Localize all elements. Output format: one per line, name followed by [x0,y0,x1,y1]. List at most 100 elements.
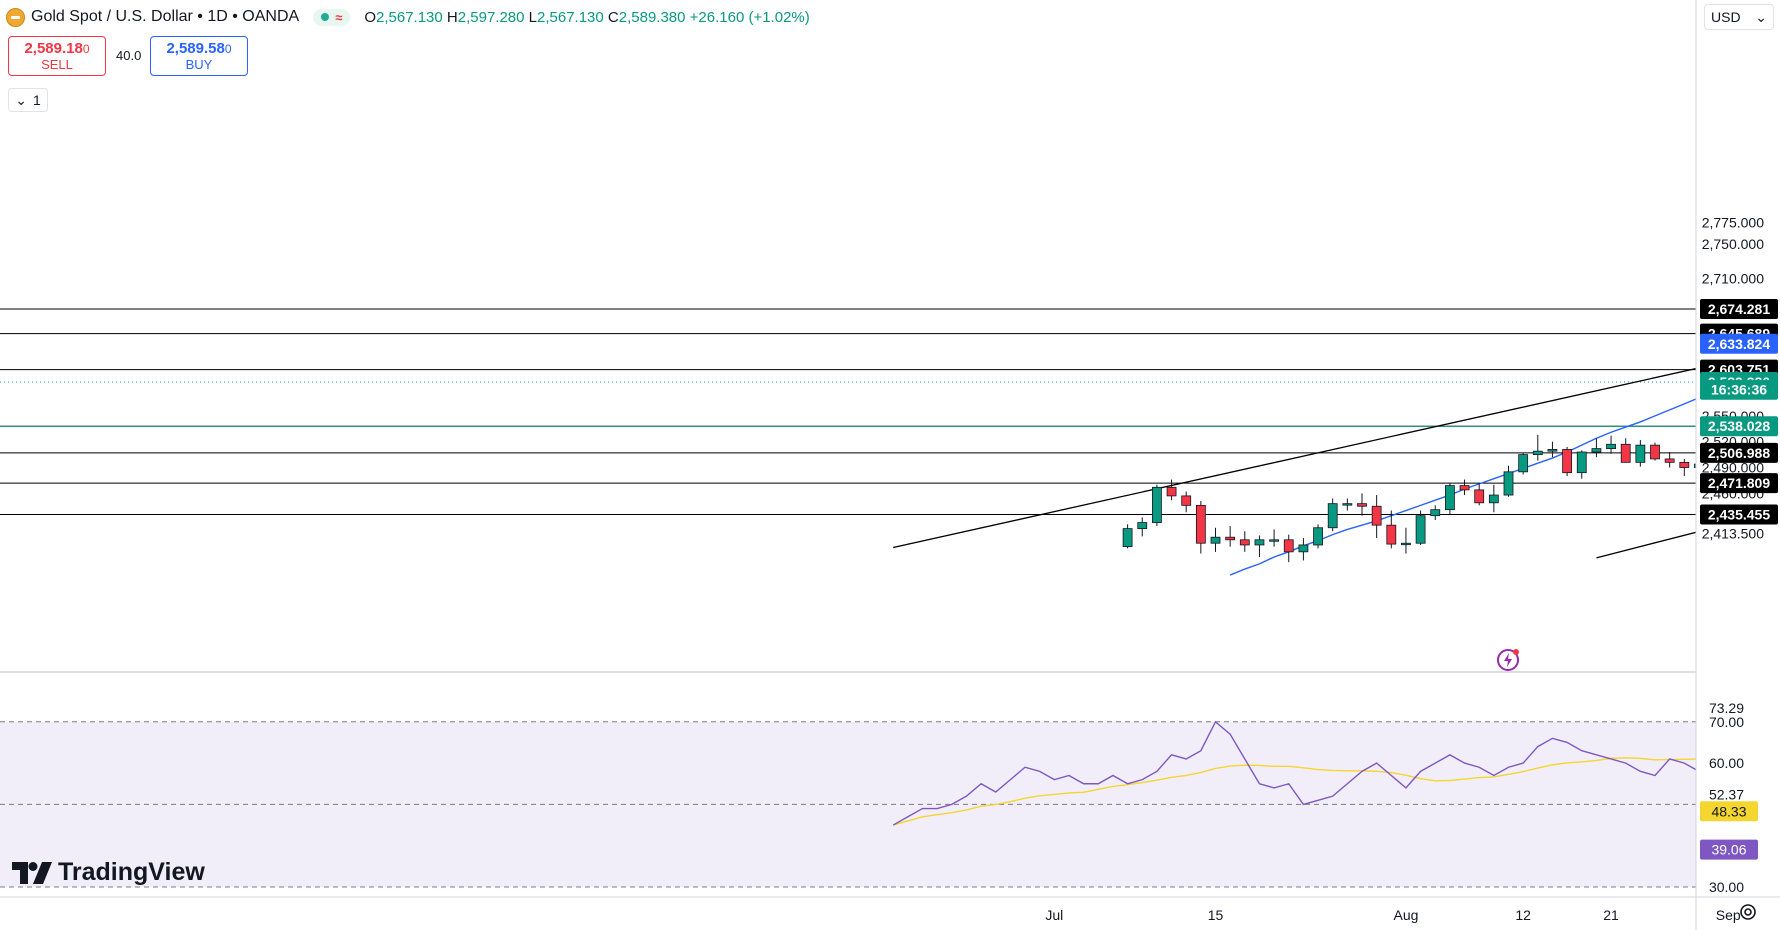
candle[interactable] [1327,498,1338,532]
time-axis-tick[interactable]: Aug [1393,907,1418,923]
candle[interactable] [1225,526,1236,547]
candle-body [1606,443,1616,449]
candle[interactable] [1298,538,1309,561]
candle[interactable] [1562,446,1572,477]
candle[interactable] [1635,439,1646,467]
candle[interactable] [1239,531,1250,552]
candle[interactable] [1342,498,1353,511]
price-axis-tick[interactable]: 2,413.500 [1702,525,1764,541]
candle[interactable] [1254,535,1265,557]
candle[interactable] [1210,527,1221,552]
time-axis-tick[interactable]: 12 [1515,907,1531,923]
candle[interactable] [1269,529,1279,547]
candle[interactable] [1503,465,1514,497]
gold-coin-icon [6,7,25,27]
spread-value: 40.0 [116,48,142,63]
candle-body [1342,503,1353,506]
candle[interactable] [1283,534,1294,563]
interval-value: 1 [32,92,41,108]
interval-selector[interactable]: ⌄ 1 [8,88,48,112]
candle[interactable] [1371,495,1382,539]
flash-alert-icon[interactable] [1496,648,1520,672]
candle[interactable] [1181,491,1192,513]
candle[interactable] [1488,484,1499,513]
candle[interactable] [1166,479,1177,501]
price-label-box [1700,504,1778,525]
time-axis-tick[interactable]: Jul [1045,907,1063,923]
candle[interactable] [1650,442,1660,461]
candle[interactable] [1386,510,1397,549]
rsi-label: 48.33 [1711,803,1746,819]
sell-label: SELL [41,57,73,72]
candle[interactable] [1445,483,1455,514]
candle[interactable] [1664,452,1675,468]
rsi-axis-tick[interactable]: 52.37 [1709,787,1744,803]
candle-body [1254,539,1265,546]
sell-button[interactable]: 2,589.180 SELL [8,36,106,76]
candle[interactable] [1547,441,1558,458]
candle[interactable] [1606,435,1616,454]
candle[interactable] [1474,483,1485,506]
candle[interactable] [1152,484,1162,527]
rsi-pane[interactable] [0,709,1780,888]
candle[interactable] [1313,524,1323,549]
candle[interactable] [1357,493,1367,516]
rsi-axis-tick[interactable]: 73.29 [1709,700,1744,716]
price-label-box [1700,379,1778,400]
candle-body [1415,515,1426,544]
symbol-title[interactable]: Gold Spot / U.S. Dollar • 1D • OANDA [31,8,300,25]
candle-body [1371,505,1382,526]
rsi-axis-tick[interactable]: 30.00 [1709,879,1744,895]
candle-body [1386,524,1397,545]
candle-body [1152,486,1162,523]
rsi-line [892,720,1696,826]
rsi-axis-tick[interactable]: 70.00 [1709,714,1744,730]
time-axis-tick[interactable]: Sep [1716,907,1741,923]
main-pane[interactable]: 1.272 (2,758.108)1 (2,711.077)0.786 (2,6… [0,209,1780,576]
candle[interactable] [1401,527,1411,554]
candle[interactable] [1679,458,1690,477]
price-axis-tick[interactable]: 2,490.000 [1702,460,1764,476]
candle[interactable] [1518,452,1529,475]
time-axis-tick[interactable]: 15 [1208,907,1224,923]
sell-price: 2,589.180 [9,41,105,57]
candle[interactable] [1415,510,1426,545]
candle[interactable] [1576,450,1587,479]
candle-body [1122,528,1133,548]
symbol-header: Gold Spot / U.S. Dollar • 1D • OANDA ≈ O… [6,4,810,30]
candle[interactable] [1430,505,1441,520]
candle[interactable] [1620,438,1631,463]
candle-body [1430,509,1441,517]
price-label: 2,471.809 [1708,475,1770,491]
candle[interactable] [1532,434,1543,461]
candle-body [1679,461,1690,468]
currency-selector[interactable]: USD ⌄ [1704,4,1774,30]
price-axis-tick[interactable]: 2,750.000 [1702,236,1764,252]
candle[interactable] [1137,517,1148,537]
tradingview-logo[interactable]: TradingView [12,858,205,887]
channel-upper-line[interactable] [893,211,1780,549]
candle[interactable] [1195,501,1206,554]
time-axis-tick[interactable]: 21 [1603,907,1619,923]
low-label: L [528,8,537,26]
candle[interactable] [1122,524,1133,549]
candle[interactable] [1459,479,1470,496]
candle[interactable] [1694,463,1703,479]
rsi-axis-tick[interactable]: 60.00 [1709,755,1744,771]
sell-price-small: 0 [82,42,90,56]
candle-body [1401,542,1411,546]
buy-price-small: 0 [224,42,232,56]
realtime-wave-icon: ≈ [335,9,343,25]
buy-button[interactable]: 2,589.580 BUY [150,36,248,76]
candle-body [1283,539,1294,553]
price-label: 2,506.988 [1708,445,1770,461]
settings-gear-icon[interactable] [1738,902,1758,922]
close-label: C [607,8,619,26]
price-axis-tick[interactable]: 2,775.000 [1702,214,1764,230]
rsi-overbought-fill [893,709,1780,721]
price-axis-tick[interactable]: 2,710.000 [1702,270,1764,286]
status-pill[interactable]: ≈ [313,8,351,26]
price-label: 2,538.028 [1708,418,1770,434]
candle[interactable] [1591,438,1602,458]
